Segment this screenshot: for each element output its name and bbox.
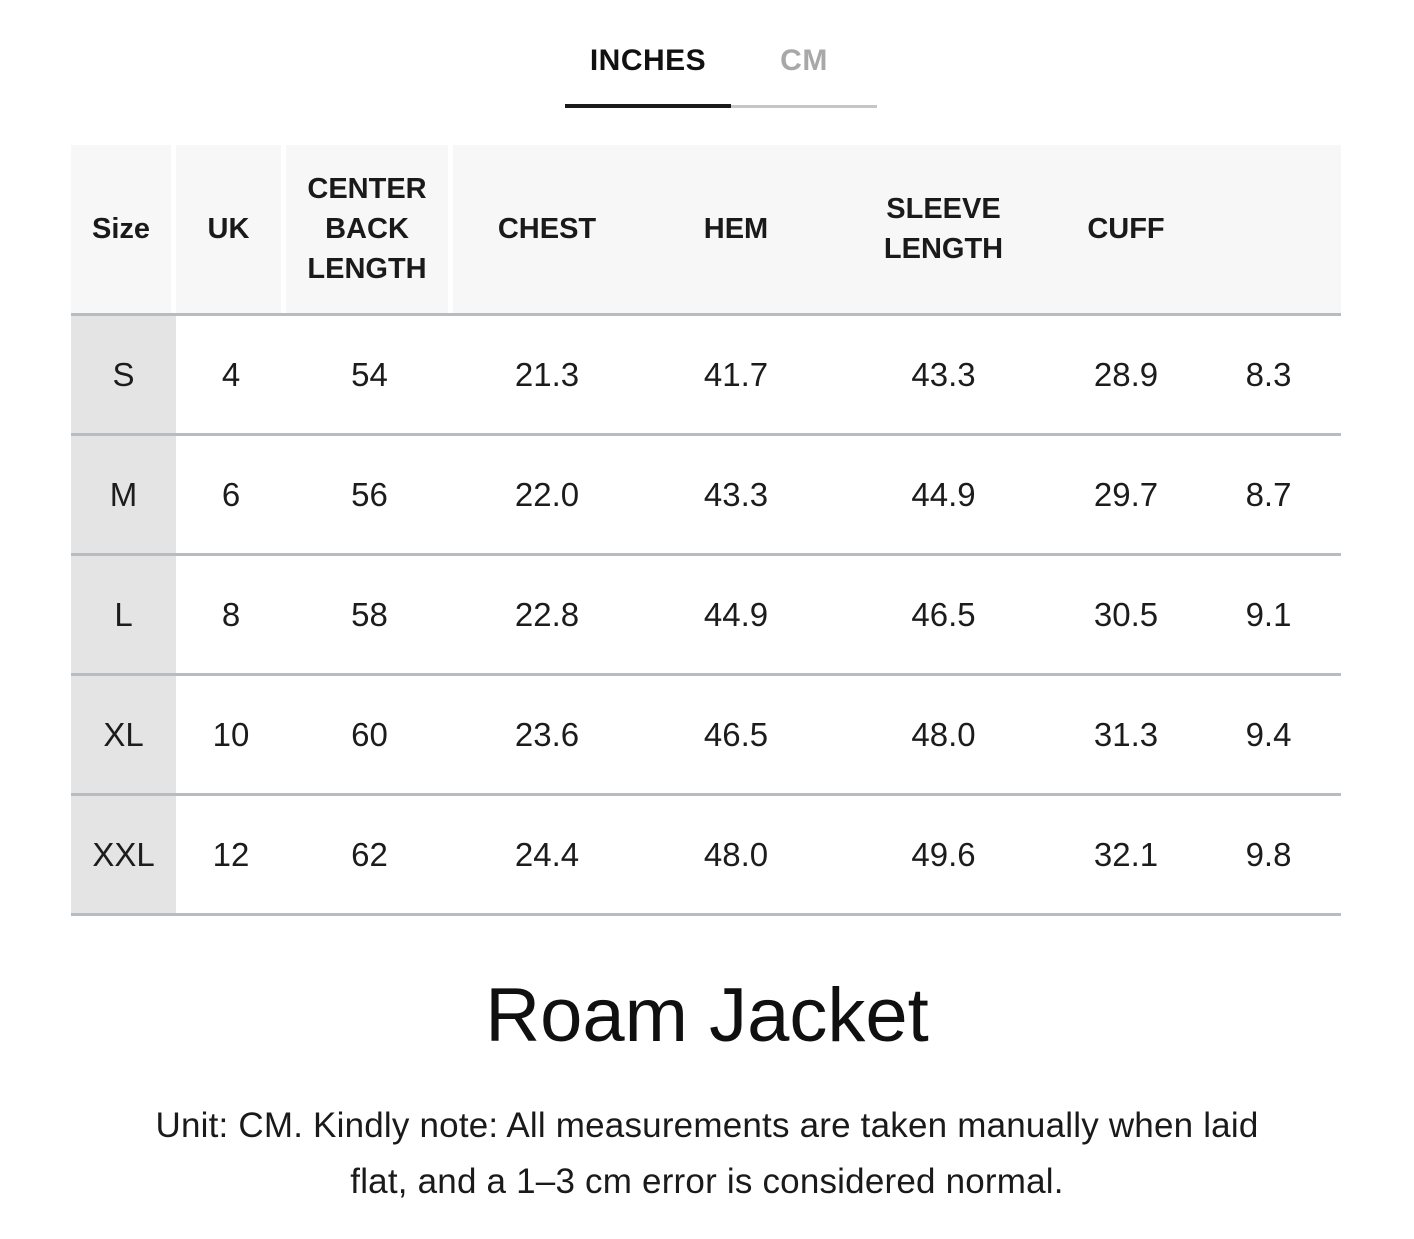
header-size: Size [71,145,176,313]
cell-value: 41.7 [641,316,831,433]
cell-value: 8.3 [1196,316,1341,433]
size-table: Size UK CENTER BACK LENGTH CHEST HEM SLE… [71,145,1341,916]
cell-value: 4 [176,316,286,433]
header-sleeve-length: SLEEVE LENGTH [831,145,1056,313]
cell-value: 46.5 [641,676,831,793]
cell-value: 62 [286,796,453,913]
cell-value: 32.1 [1056,796,1196,913]
header-cuff: CUFF [1056,145,1196,313]
cell-value: 24.4 [453,796,641,913]
tab-cm[interactable]: CM [731,44,877,108]
cell-value: 21.3 [453,316,641,433]
cell-value: 54 [286,316,453,433]
cell-value: 48.0 [831,676,1056,793]
cell-value: 22.0 [453,436,641,553]
cell-value: 30.5 [1056,556,1196,673]
cell-value: 60 [286,676,453,793]
measurement-note-line1: Unit: CM. Kindly note: All measurements … [155,1106,1259,1145]
cell-value: 43.3 [831,316,1056,433]
cell-value: 29.7 [1056,436,1196,553]
cell-value: 23.6 [453,676,641,793]
cell-value: 44.9 [831,436,1056,553]
cell-value: 22.8 [453,556,641,673]
cell-value: 48.0 [641,796,831,913]
product-title: Roam Jacket [485,973,929,1058]
cell-value: 8.7 [1196,436,1341,553]
cell-size: M [71,436,176,553]
table-body: S 4 54 21.3 41.7 43.3 28.9 8.3 M 6 56 22.0 43.3 44.9 2… [71,316,1341,916]
cell-value: 44.9 [641,556,831,673]
cell-value: 58 [286,556,453,673]
header-chest: CHEST [453,145,641,313]
table-row: XXL 12 62 24.4 48.0 49.6 32.1 9.8 [71,796,1341,916]
cell-value: 9.1 [1196,556,1341,673]
cell-size: XXL [71,796,176,913]
cell-value: 9.8 [1196,796,1341,913]
cell-value: 56 [286,436,453,553]
cell-value: 12 [176,796,286,913]
cell-value: 28.9 [1056,316,1196,433]
unit-tabs: INCHES CM [565,44,877,108]
cell-value: 43.3 [641,436,831,553]
cell-value: 46.5 [831,556,1056,673]
cell-size: S [71,316,176,433]
tab-inches[interactable]: INCHES [565,44,731,108]
table-row: M 6 56 22.0 43.3 44.9 29.7 8.7 [71,436,1341,556]
header-hem: HEM [641,145,831,313]
table-row: S 4 54 21.3 41.7 43.3 28.9 8.3 [71,316,1341,436]
cell-value: 31.3 [1056,676,1196,793]
cell-size: L [71,556,176,673]
cell-value: 10 [176,676,286,793]
cell-value: 6 [176,436,286,553]
measurement-note-line2: flat, and a 1–3 cm error is considered n… [350,1162,1064,1201]
header-blank [1196,145,1341,313]
cell-value: 9.4 [1196,676,1341,793]
table-row: L 8 58 22.8 44.9 46.5 30.5 9.1 [71,556,1341,676]
measurement-note: Unit: CM. Kindly note: All measurements … [0,1098,1414,1210]
header-uk: UK [176,145,286,313]
table-row: XL 10 60 23.6 46.5 48.0 31.3 9.4 [71,676,1341,796]
header-center-back-length: CENTER BACK LENGTH [286,145,453,313]
cell-size: XL [71,676,176,793]
cell-value: 49.6 [831,796,1056,913]
cell-value: 8 [176,556,286,673]
table-header-row: Size UK CENTER BACK LENGTH CHEST HEM SLE… [71,145,1341,316]
